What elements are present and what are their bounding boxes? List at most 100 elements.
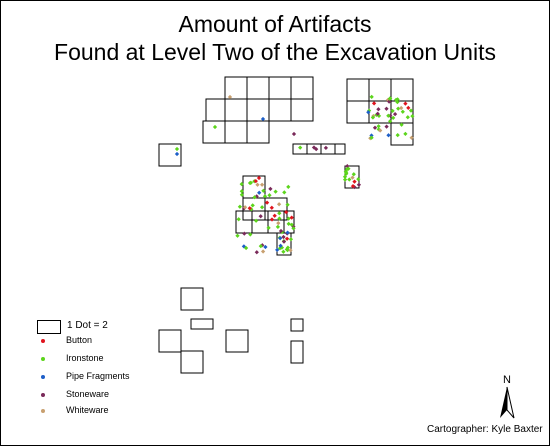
legend-label-whiteware: Whiteware <box>66 405 109 415</box>
excavation-unit <box>290 318 304 332</box>
legend-label-ironstone: Ironstone <box>66 353 104 363</box>
artifact-dot <box>243 245 249 251</box>
legend-swatch-whiteware <box>41 409 45 413</box>
excavation-unit <box>158 329 182 353</box>
artifact-dot <box>260 249 266 254</box>
artifact-dot <box>277 216 282 221</box>
excavation-unit <box>368 100 392 124</box>
artifact-dots <box>174 94 415 255</box>
artifact-dot <box>351 172 356 177</box>
artifact-dot <box>405 115 410 120</box>
excavation-unit <box>224 76 248 100</box>
artifact-dot <box>344 171 349 176</box>
excavation-unit <box>246 76 270 100</box>
excavation-unit <box>225 329 249 353</box>
artifact-dot <box>410 113 415 119</box>
cartographer-credit: Cartographer: Kyle Baxter <box>427 424 543 435</box>
artifact-dot <box>376 107 381 112</box>
artifact-dot <box>281 249 286 254</box>
excavation-unit <box>320 143 336 155</box>
artifact-dot <box>288 237 294 242</box>
excavation-unit <box>346 78 370 102</box>
excavation-unit <box>268 76 292 100</box>
artifact-dot <box>395 132 400 138</box>
excavation-unit <box>246 120 270 144</box>
artifact-dot <box>384 106 389 111</box>
artifact-dot <box>250 203 255 208</box>
artifact-dot <box>369 135 374 140</box>
map-title-line-1: Amount of Artifacts <box>178 11 372 37</box>
artifact-dot <box>236 217 241 222</box>
artifact-dot <box>273 189 278 194</box>
artifact-dot <box>350 183 356 189</box>
excavation-unit <box>290 76 314 100</box>
artifact-dot <box>352 179 357 184</box>
artifact-dot <box>347 177 352 182</box>
artifact-dot <box>275 224 281 230</box>
artifact-dot <box>282 190 287 195</box>
artifact-dot <box>269 217 275 222</box>
artifact-dot <box>262 194 268 199</box>
artifact-dot <box>284 247 289 252</box>
artifact-dot <box>264 200 270 205</box>
artifact-dot <box>289 215 294 220</box>
artifact-dot <box>272 213 277 218</box>
artifact-dot <box>285 230 290 235</box>
excavation-unit <box>224 98 248 122</box>
excavation-unit <box>205 98 226 122</box>
artifact-dot <box>384 124 389 129</box>
artifact-dot <box>257 190 262 195</box>
excavation-unit <box>202 120 226 144</box>
artifact-dot <box>286 184 291 190</box>
artifact-dot <box>278 228 284 234</box>
artifact-dot <box>403 101 408 106</box>
artifact-dot <box>261 188 266 193</box>
artifact-dot <box>252 195 257 200</box>
legend-swatch-ironstone <box>41 357 45 361</box>
excavation-units <box>158 76 414 374</box>
excavation-unit <box>268 98 292 122</box>
legend-swatch-pipe-fragments <box>41 375 45 379</box>
artifact-dot <box>248 232 253 237</box>
excavation-unit <box>190 318 214 330</box>
north-label: N <box>503 374 511 386</box>
artifact-dot <box>258 243 263 249</box>
artifact-dot <box>275 247 280 253</box>
legend-swatch-button <box>41 339 45 343</box>
artifact-dot <box>314 146 319 152</box>
artifact-dot <box>239 192 245 197</box>
artifact-dot <box>298 145 303 150</box>
artifact-dot <box>254 250 259 255</box>
excavation-unit <box>158 143 182 167</box>
artifact-dot <box>253 218 259 223</box>
artifact-dot <box>263 244 268 250</box>
artifact-dot <box>247 206 252 211</box>
artifact-dot <box>260 116 266 122</box>
legend-label-stoneware: Stoneware <box>66 389 110 399</box>
excavation-unit <box>251 210 269 234</box>
artifact-dot <box>212 124 218 130</box>
artifact-dot <box>350 175 355 180</box>
legend-scale-label: 1 Dot = 2 <box>67 320 108 331</box>
excavation-unit <box>276 232 292 256</box>
artifact-dot <box>344 167 350 172</box>
legend-swatch-stoneware <box>41 393 45 397</box>
artifact-dot <box>259 182 265 187</box>
artifact-dot <box>288 248 293 253</box>
artifact-dot <box>276 202 282 207</box>
legend-label-pipe-fragments: Pipe Fragments <box>66 371 130 381</box>
artifact-dot <box>174 146 180 152</box>
artifact-dot <box>267 193 272 198</box>
artifact-dot <box>386 133 391 138</box>
excavation-unit <box>290 340 304 364</box>
artifact-dot <box>235 233 240 238</box>
artifact-dot <box>406 105 411 111</box>
artifact-dot <box>342 177 348 182</box>
artifact-dot <box>372 125 378 130</box>
excavation-unit <box>283 210 295 234</box>
map-title-line-2: Found at Level Two of the Excavation Uni… <box>54 39 496 65</box>
artifact-dot <box>392 111 398 117</box>
artifact-dot <box>259 205 265 210</box>
artifact-dot <box>278 243 283 248</box>
